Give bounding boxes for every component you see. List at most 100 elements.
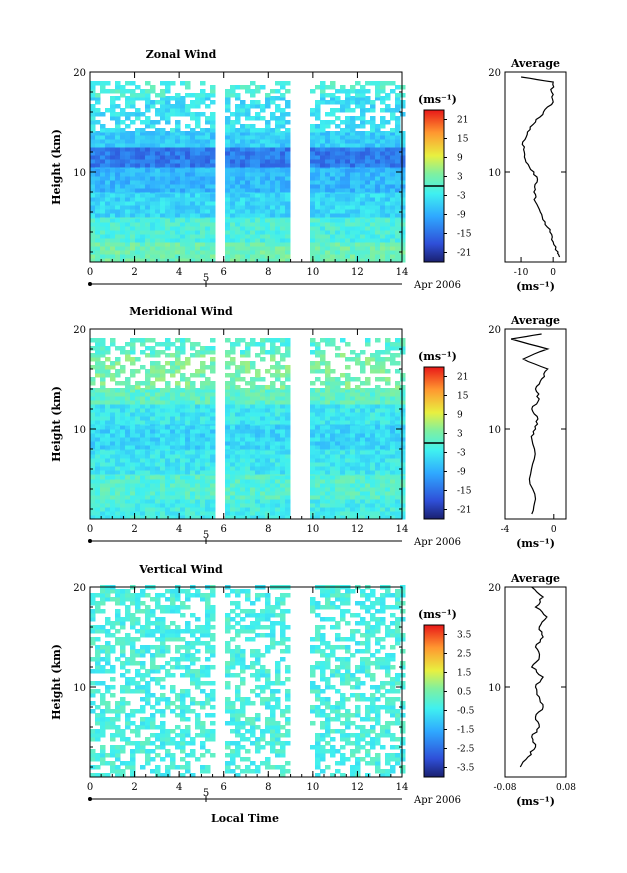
heatmap-cell [370, 396, 376, 401]
heatmap-cell [205, 184, 211, 189]
heatmap-cell [360, 188, 366, 193]
heatmap-cell [340, 420, 346, 425]
heatmap-cell [400, 511, 406, 516]
heatmap-cell [370, 392, 376, 397]
heatmap-cell [90, 433, 96, 438]
heatmap-cell [225, 205, 231, 210]
heatmap-cell [330, 369, 336, 374]
heatmap-cell [130, 209, 136, 214]
heatmap-cell [195, 507, 201, 512]
heatmap-cell [235, 475, 241, 480]
heatmap-cell [135, 246, 141, 251]
heatmap-cell [250, 131, 256, 136]
heatmap-cell [260, 163, 266, 168]
heatmap-cell [360, 420, 366, 425]
heatmap-cell [195, 193, 201, 198]
heatmap-cell [345, 163, 351, 168]
heatmap-cell [270, 392, 276, 397]
heatmap-cell [395, 172, 401, 177]
heatmap-cell [210, 507, 216, 512]
heatmap-cell [105, 176, 111, 181]
heatmap-cell [395, 441, 401, 446]
heatmap-cell [155, 445, 161, 450]
heatmap-cell [335, 381, 341, 386]
heatmap-cell [350, 420, 356, 425]
heatmap-cell [190, 450, 196, 455]
y-tick-label: 10 [73, 168, 86, 179]
heatmap-cell [265, 470, 271, 475]
heatmap-cell [270, 226, 276, 231]
heatmap-cell [160, 201, 166, 206]
heatmap-cell [390, 131, 396, 136]
heatmap-cell [255, 433, 261, 438]
heatmap-cell [320, 353, 326, 358]
heatmap-cell [105, 242, 111, 247]
heatmap-cell [95, 201, 101, 206]
heatmap-cell [325, 230, 331, 235]
heatmap-cell [175, 445, 181, 450]
heatmap-cell [360, 222, 366, 227]
heatmap-cell [160, 151, 166, 156]
heatmap-cell [330, 242, 336, 247]
heatmap-cell [345, 209, 351, 214]
heatmap-cell [355, 124, 361, 129]
heatmap-cell [165, 100, 171, 105]
heatmap-cell [250, 470, 256, 475]
heatmap-cell [195, 425, 201, 430]
heatmap-cell [165, 416, 171, 421]
heatmap-cell [395, 124, 401, 129]
heatmap-cell [355, 188, 361, 193]
heatmap-cell [370, 416, 376, 421]
heatmap-cell [195, 116, 201, 121]
heatmap-cell [285, 155, 291, 160]
heatmap-cell [360, 93, 366, 98]
heatmap-cell [210, 425, 216, 430]
heatmap-cell [390, 163, 396, 168]
heatmap-cell [245, 124, 251, 129]
heatmap-cell [250, 159, 256, 164]
heatmap-cell [105, 254, 111, 259]
heatmap-cell [280, 511, 286, 516]
heatmap-cell [230, 201, 236, 206]
heatmap-cell [325, 412, 331, 417]
heatmap-cell [205, 116, 211, 121]
heatmap-cell [170, 511, 176, 516]
heatmap-cell [375, 511, 381, 516]
heatmap-cell [155, 479, 161, 484]
heatmap-cell [210, 139, 216, 144]
heatmap-cell [95, 159, 101, 164]
heatmap-cell [170, 404, 176, 409]
heatmap-cell [350, 176, 356, 181]
heatmap-cell [190, 250, 196, 255]
heatmap-cell [335, 470, 341, 475]
heatmap-cell [340, 128, 346, 133]
heatmap-cell [320, 168, 326, 173]
heatmap-cell [240, 180, 246, 185]
heatmap-cell [260, 511, 266, 516]
heatmap-cell [400, 441, 406, 446]
heatmap-cell [390, 462, 396, 467]
heatmap-cell [90, 365, 96, 370]
heatmap-cell [265, 197, 271, 202]
heatmap-cell [195, 437, 201, 442]
heatmap-cell [155, 515, 161, 520]
heatmap-cell [240, 100, 246, 105]
heatmap-cell [200, 163, 206, 168]
heatmap-cell [95, 483, 101, 488]
heatmap-cell [335, 420, 341, 425]
heatmap-cell [325, 404, 331, 409]
heatmap-cell [230, 172, 236, 177]
heatmap-cell [270, 143, 276, 148]
heatmap-cell [370, 462, 376, 467]
heatmap-cell [375, 135, 381, 140]
heatmap-cell [190, 458, 196, 463]
heatmap-cell [175, 246, 181, 251]
heatmap-cell [255, 454, 261, 459]
heatmap-cell [335, 209, 341, 214]
heatmap-cell [340, 475, 346, 480]
heatmap-cell [260, 155, 266, 160]
heatmap-cell [315, 491, 321, 496]
heatmap-cell [380, 238, 386, 243]
heatmap-cell [345, 441, 351, 446]
heatmap-cell [365, 437, 371, 442]
